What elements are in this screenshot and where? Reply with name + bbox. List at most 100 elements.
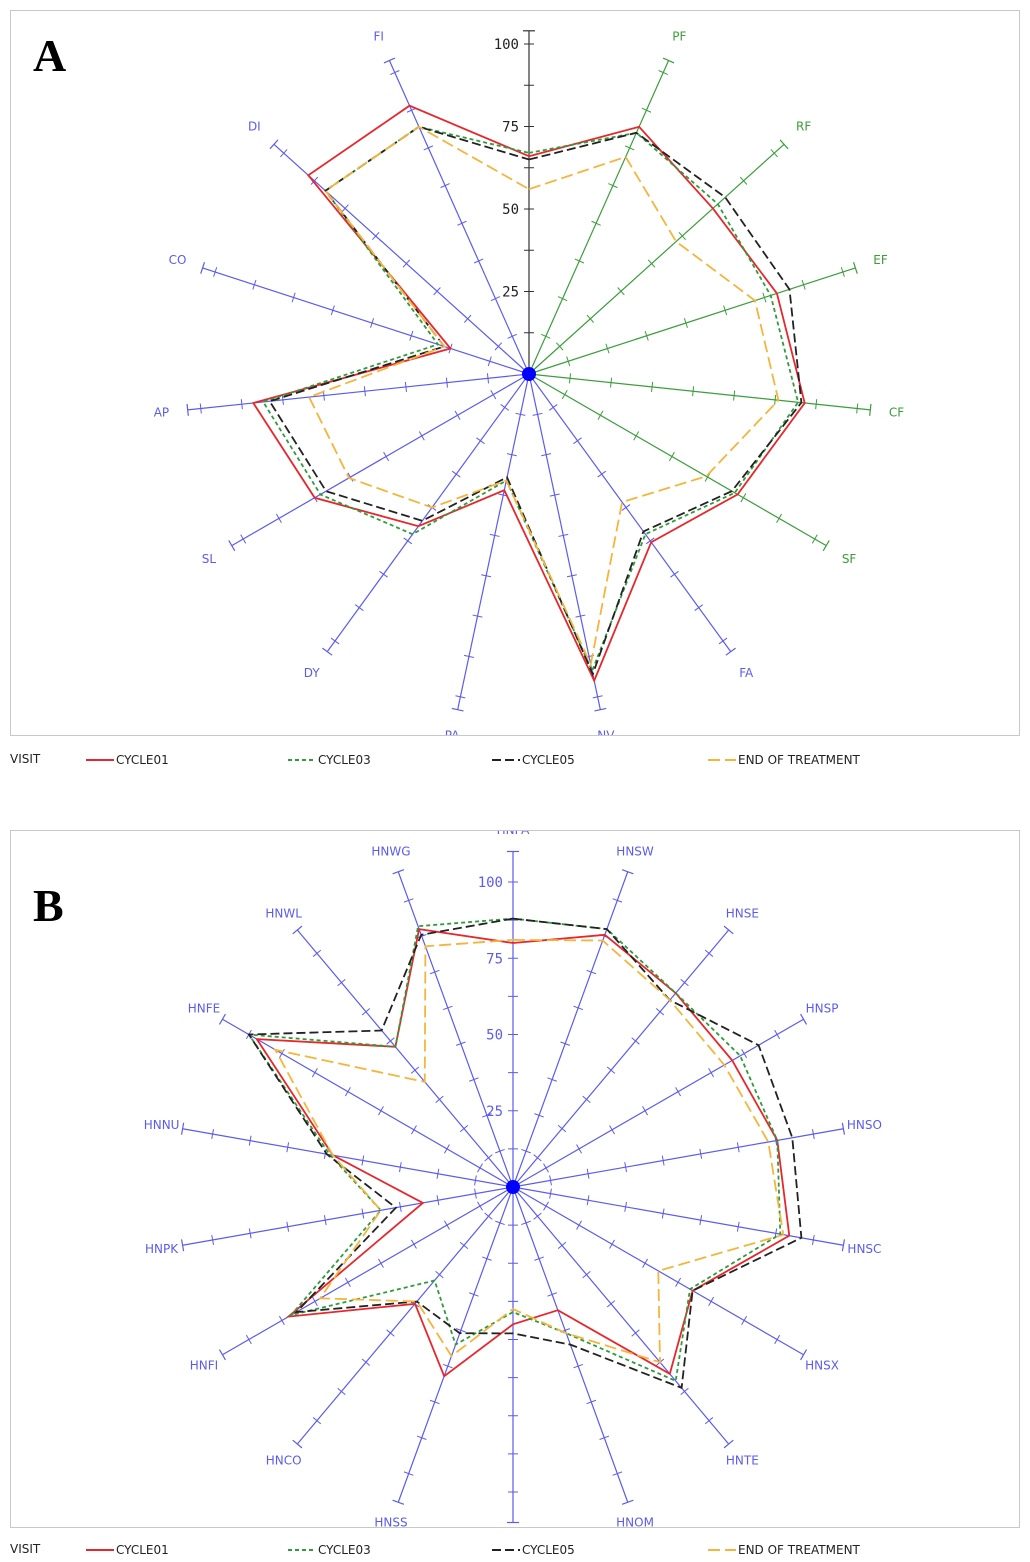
axis-cap-hnco <box>293 1440 302 1448</box>
legend-label: CYCLE03 <box>318 753 371 767</box>
axis-tick <box>577 1145 582 1154</box>
axis-pa <box>458 374 529 710</box>
radar-chart-a: QLPFRFEFCFSFFANVPADYSLAPCODIFI255075100 <box>11 11 1019 735</box>
axis-label-di: DI <box>248 120 261 134</box>
axis-tick <box>562 390 567 399</box>
axis-dy <box>327 374 529 652</box>
axis-tick <box>632 1038 640 1044</box>
axis-tick <box>436 1096 444 1102</box>
axis-cap-sf <box>823 540 829 550</box>
axis-tick <box>331 638 339 644</box>
axis-tick <box>476 438 484 444</box>
axis-cap-hnte <box>724 1440 733 1448</box>
tick-label-100: 100 <box>494 37 519 53</box>
tick-label-25: 25 <box>502 285 519 301</box>
axis-sf <box>529 374 826 546</box>
axis-tick <box>544 1202 549 1211</box>
legend-item-end-of-treatment: END OF TREATMENT <box>708 750 860 770</box>
axis-tick <box>741 493 746 502</box>
axis-tick <box>379 571 387 577</box>
axis-tick <box>610 1125 615 1134</box>
legend-item-end-of-treatment: END OF TREATMENT <box>708 1540 860 1560</box>
axis-tick <box>719 638 727 644</box>
tick-label-50: 50 <box>502 202 519 218</box>
radar-chart-b: HNPAHNSWHNSEHNSPHNSOHNSCHNSXHNTEHNOMHNDR… <box>11 831 1019 1527</box>
axis-label-fi: FI <box>373 29 383 43</box>
axis-tick <box>404 538 412 544</box>
axis-label-ef: EF <box>873 253 888 267</box>
legend-label: CYCLE03 <box>318 1543 371 1557</box>
axis-tick <box>485 1213 493 1219</box>
axis-cap-cf <box>870 404 871 416</box>
axis-hnsw <box>513 872 628 1187</box>
axis-tick <box>364 386 365 396</box>
axis-cap-dy <box>322 648 332 655</box>
axis-tick <box>544 1164 549 1173</box>
axis-nv <box>529 374 600 710</box>
center-dot <box>522 367 536 381</box>
legend-swatch <box>708 755 736 765</box>
axis-pf <box>529 60 669 374</box>
legend-label: END OF TREATMENT <box>738 1543 860 1557</box>
axis-tick <box>460 1242 468 1248</box>
axis-tick <box>652 382 653 392</box>
axis-label-hnom: HNOM <box>616 1515 654 1527</box>
axis-label-hnnu: HNNU <box>144 1118 180 1132</box>
axis-tick <box>200 404 201 414</box>
axis-tick <box>777 514 782 523</box>
radar-panel-b: B HNPAHNSWHNSEHNSPHNSOHNSCHNSXHNTEHNOMHN… <box>10 830 1020 1528</box>
axis-tick <box>384 452 389 461</box>
axis-tick <box>534 1155 542 1161</box>
axis-tick <box>362 1359 370 1365</box>
axis-tick <box>338 979 346 985</box>
axis-tick <box>534 1213 542 1219</box>
axis-label-hnfe: HNFE <box>188 1002 220 1016</box>
axis-label-rf: RF <box>796 120 811 134</box>
axis-tick <box>622 505 630 511</box>
axis-tick <box>282 395 283 405</box>
axis-tick <box>246 1335 251 1344</box>
axis-tick <box>355 605 363 611</box>
axis-ef <box>529 268 855 374</box>
axis-tick <box>669 452 674 461</box>
axis-tick <box>312 1068 317 1077</box>
axis-cap-hnwl <box>293 926 302 934</box>
axis-tick <box>491 390 496 399</box>
tick-label-75: 75 <box>486 951 503 967</box>
axis-fa <box>529 374 731 652</box>
axis-tick <box>607 1301 615 1307</box>
axis-tick <box>681 1388 689 1394</box>
axis-label-sl: SL <box>202 552 217 566</box>
axis-hnte <box>513 1187 729 1444</box>
axis-tick <box>485 1155 493 1161</box>
axis-tick <box>709 1297 714 1306</box>
axis-label-hnsw: HNSW <box>616 845 654 859</box>
axis-tick <box>419 432 424 441</box>
axis-label-hnwl: HNWL <box>265 907 302 921</box>
legend-swatch <box>86 755 114 765</box>
axis-tick <box>487 373 488 383</box>
axis-rf <box>529 144 784 374</box>
axis-cap-hnfi <box>219 1350 225 1360</box>
axis-label-co: CO <box>169 253 187 267</box>
axis-tick <box>775 395 776 405</box>
tick-label-50: 50 <box>486 1028 503 1044</box>
legend-label: END OF TREATMENT <box>738 753 860 767</box>
axis-tick <box>460 1125 468 1131</box>
axis-tick <box>681 979 689 985</box>
axis-label-dy: DY <box>304 666 321 680</box>
axis-tick <box>695 605 703 611</box>
radar-panel-a: A QLPFRFEFCFSFFANVPADYSLAPCODIFI25507510… <box>10 10 1020 736</box>
axis-cf <box>529 374 870 410</box>
axis-tick <box>436 1271 444 1277</box>
axis-tick <box>775 1030 780 1039</box>
axis-tick <box>387 1038 395 1044</box>
axis-tick <box>452 471 460 477</box>
legend-swatch <box>288 1545 316 1555</box>
axis-tick <box>558 1242 566 1248</box>
axis-tick <box>345 1087 350 1096</box>
axis-tick <box>387 1330 395 1336</box>
axis-cap-hnse <box>724 926 733 934</box>
axis-tick <box>598 471 606 477</box>
